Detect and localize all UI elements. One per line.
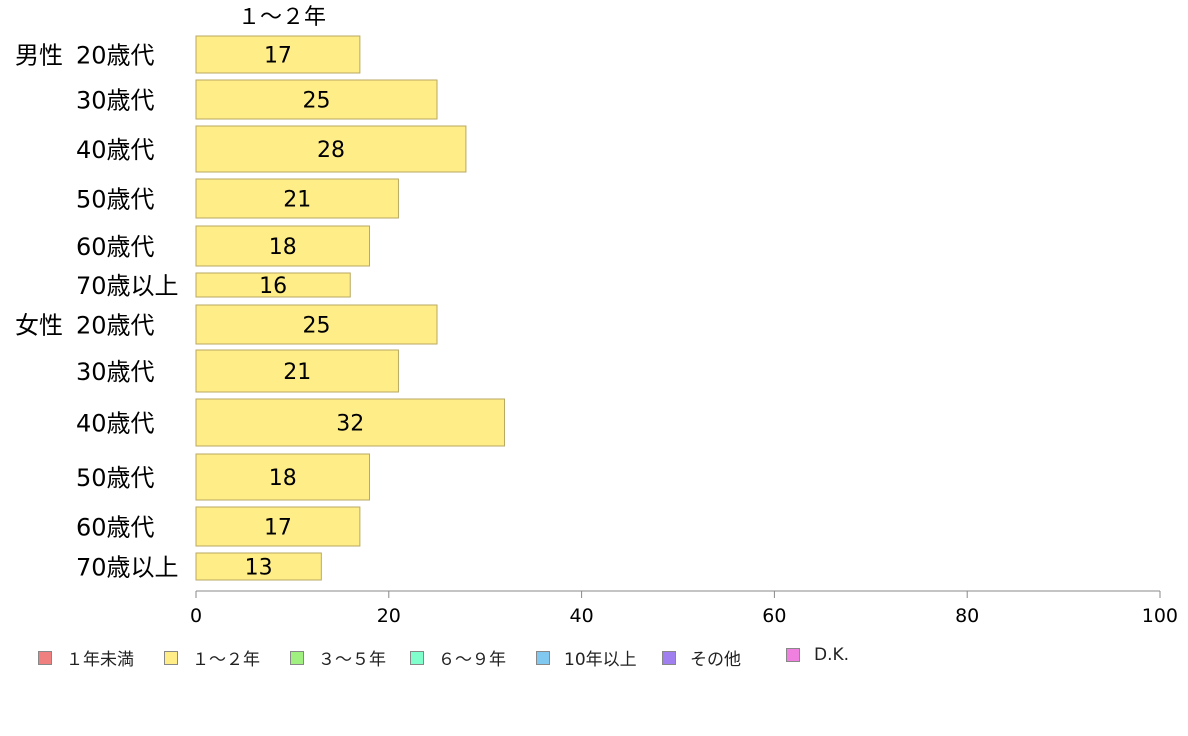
bar-value-label: 25	[303, 89, 331, 114]
bar-value-label: 18	[269, 235, 297, 260]
legend-item: D.K.	[786, 645, 849, 665]
bar	[195, 398, 505, 447]
legend-label: 10年以上	[564, 650, 637, 670]
bar	[195, 349, 399, 393]
legend-item: ３～５年	[290, 645, 386, 670]
x-tick-label: 20	[377, 605, 401, 627]
bar-value-label: 16	[259, 274, 287, 299]
x-tick-label: 60	[762, 605, 786, 627]
x-tick-label: 100	[1142, 605, 1178, 627]
legend-item: その他	[662, 645, 741, 670]
bar	[195, 506, 361, 547]
x-tick-label: 40	[570, 605, 594, 627]
legend-swatch	[662, 650, 676, 665]
bar-value-label: 28	[317, 138, 345, 163]
legend-label: その他	[690, 650, 741, 670]
bar-value-label: 17	[264, 516, 292, 541]
legend-label: ６～９年	[438, 650, 506, 670]
bar	[195, 125, 467, 173]
row-label: 20歳代	[76, 42, 155, 70]
bar-value-label: 25	[303, 314, 331, 339]
legend-label: D.K.	[814, 645, 850, 665]
row-label: 20歳代	[76, 312, 155, 340]
x-tick-label: 0	[190, 605, 202, 627]
row-label: 40歳代	[76, 410, 155, 438]
row-label: 60歳代	[76, 233, 155, 261]
row-label: 60歳代	[76, 514, 155, 542]
bar-value-label: 13	[245, 556, 273, 581]
legend-swatch	[290, 650, 304, 665]
row-label: 40歳代	[76, 136, 155, 164]
legend-item: ６～９年	[410, 645, 506, 670]
row-label: 50歳代	[76, 186, 155, 214]
row-label: 70歳以上	[76, 272, 179, 300]
bar-value-label: 21	[283, 360, 311, 385]
legend-label: １年未満	[66, 650, 134, 670]
bar	[195, 552, 322, 581]
legend-swatch	[38, 650, 52, 665]
row-label: 30歳代	[76, 358, 155, 386]
bar-value-label: 32	[336, 412, 364, 437]
bar-value-label: 17	[264, 44, 292, 69]
x-tick-label: 80	[955, 605, 979, 627]
legend-label: ３～５年	[318, 650, 386, 670]
bar	[195, 272, 351, 298]
legend-swatch	[164, 650, 178, 665]
legend-item: 10年以上	[536, 645, 637, 670]
legend-swatch	[786, 648, 800, 662]
group-label: 女性	[15, 312, 63, 340]
row-label: 50歳代	[76, 464, 155, 492]
bar	[195, 35, 361, 74]
bar	[195, 304, 438, 345]
row-labels: 20歳代男性30歳代40歳代50歳代60歳代70歳以上20歳代女性30歳代40歳…	[15, 42, 179, 582]
legend-item: １年未満	[38, 645, 134, 670]
legend-label: １～２年	[192, 650, 260, 670]
bar	[195, 178, 399, 219]
group-label: 男性	[15, 42, 63, 70]
row-label: 70歳以上	[76, 554, 179, 582]
legend-swatch	[410, 650, 424, 665]
legend-swatch	[536, 650, 550, 665]
series-header: １～２年	[238, 5, 326, 30]
bar-value-label: 18	[269, 466, 297, 491]
bar	[195, 225, 371, 267]
row-label: 30歳代	[76, 87, 155, 115]
bar-value-label: 21	[283, 188, 311, 213]
x-axis-ticks: 0 20 40 60 80 100	[190, 591, 1178, 627]
bar	[195, 79, 438, 120]
legend-item: １～２年	[164, 645, 260, 670]
bar	[195, 453, 371, 501]
